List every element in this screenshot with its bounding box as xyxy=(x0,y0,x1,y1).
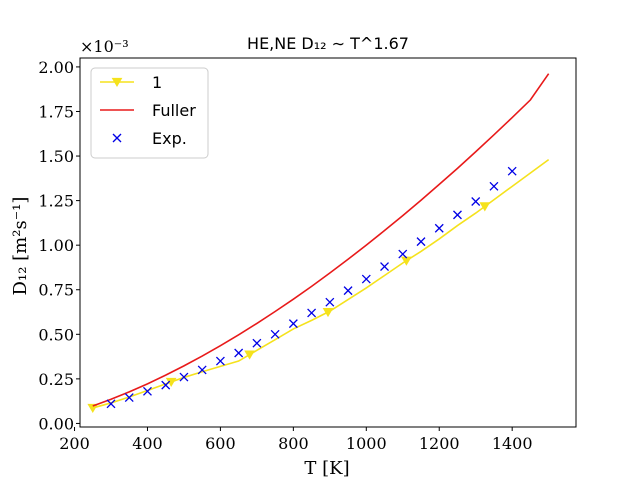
data-point xyxy=(234,348,244,358)
data-point xyxy=(380,262,389,272)
marker-stroke xyxy=(416,237,426,247)
x-tick-label: 200 xyxy=(59,434,90,453)
marker-stroke xyxy=(143,386,152,396)
marker-stroke xyxy=(112,133,122,143)
y-tick-label: 0.25 xyxy=(38,370,74,389)
marker-stroke xyxy=(124,393,134,403)
marker-stroke xyxy=(161,380,171,390)
data-point xyxy=(270,329,280,339)
y-tick-label: 1.50 xyxy=(38,147,74,166)
x-axis-label: T [K] xyxy=(304,458,349,479)
legend-label: Fuller xyxy=(152,101,196,120)
legend: 1 Fuller Exp. xyxy=(90,67,209,159)
data-point xyxy=(489,181,499,191)
data-point xyxy=(87,403,99,413)
y-axis-ticks: 0.00 0.25 0.50 0.75 1.00 1.25 1.50 1.75 2.00 xyxy=(38,58,80,433)
data-point xyxy=(215,356,225,366)
data-point xyxy=(143,386,152,396)
y-axis-label: D₁₂ [m²s⁻¹] xyxy=(10,197,31,296)
y-scale-label: ×10⁻³ xyxy=(80,37,129,56)
marker-stroke xyxy=(288,319,298,329)
data-point xyxy=(307,308,317,318)
data-point xyxy=(507,166,517,176)
data-point xyxy=(453,210,462,220)
series-exp- xyxy=(106,166,517,409)
legend-marker xyxy=(111,77,123,88)
marker-stroke xyxy=(361,274,371,284)
x-tick-label: 600 xyxy=(205,434,236,453)
marker-stroke xyxy=(380,262,389,272)
series-fuller xyxy=(92,73,550,407)
x-tick-label: 1200 xyxy=(419,434,460,453)
marker-stroke xyxy=(307,308,317,318)
data-point xyxy=(161,380,171,390)
chart-title: HE,NE D₁₂ ∼ T^1.67 xyxy=(247,34,409,53)
y-tick-label: 1.00 xyxy=(38,236,74,255)
y-tick-label: 1.75 xyxy=(38,102,74,121)
marker-stroke xyxy=(270,329,280,339)
legend-label: Exp. xyxy=(152,129,187,148)
data-point xyxy=(325,297,335,307)
marker-stroke xyxy=(106,399,116,409)
series-line xyxy=(92,73,550,407)
data-point xyxy=(244,350,255,360)
marker-stroke xyxy=(179,372,189,382)
data-point xyxy=(322,307,334,318)
marker-stroke xyxy=(252,338,262,348)
plot-area xyxy=(79,57,577,428)
marker-stroke xyxy=(471,197,481,206)
marker-stroke xyxy=(507,166,517,176)
series-line xyxy=(92,158,550,409)
data-point xyxy=(479,202,491,212)
y-tick-label: 0.75 xyxy=(38,281,74,300)
marker-stroke xyxy=(325,297,335,307)
data-point xyxy=(124,393,134,403)
x-tick-label: 1400 xyxy=(492,434,533,453)
x-axis-ticks: 200 400 600 800 1000 1200 1400 xyxy=(59,427,533,453)
legend-label: 1 xyxy=(152,73,162,92)
data-point xyxy=(398,249,408,259)
marker-stroke xyxy=(234,348,244,358)
y-tick-label: 0.50 xyxy=(38,325,74,344)
marker-stroke xyxy=(343,286,353,296)
marker-stroke xyxy=(398,249,408,259)
y-tick-label: 1.25 xyxy=(38,192,74,211)
data-point xyxy=(361,274,371,284)
data-point xyxy=(288,319,298,329)
x-tick-label: 400 xyxy=(132,434,163,453)
data-point xyxy=(343,286,353,296)
data-point xyxy=(416,237,426,247)
data-point xyxy=(471,197,481,206)
marker-stroke xyxy=(453,210,462,220)
x-tick-label: 1000 xyxy=(346,434,387,453)
marker-stroke xyxy=(489,181,499,191)
x-tick-label: 800 xyxy=(278,434,309,453)
data-point xyxy=(106,399,116,409)
y-tick-label: 2.00 xyxy=(38,58,74,77)
data-point xyxy=(197,365,207,375)
data-point xyxy=(252,338,262,348)
legend-marker xyxy=(112,133,122,143)
marker-stroke xyxy=(215,356,225,366)
data-point xyxy=(179,372,189,382)
data-point xyxy=(434,223,444,233)
marker-stroke xyxy=(197,365,207,375)
marker-stroke xyxy=(434,223,444,233)
y-tick-label: 0.00 xyxy=(38,414,74,433)
series-layer xyxy=(87,73,550,413)
